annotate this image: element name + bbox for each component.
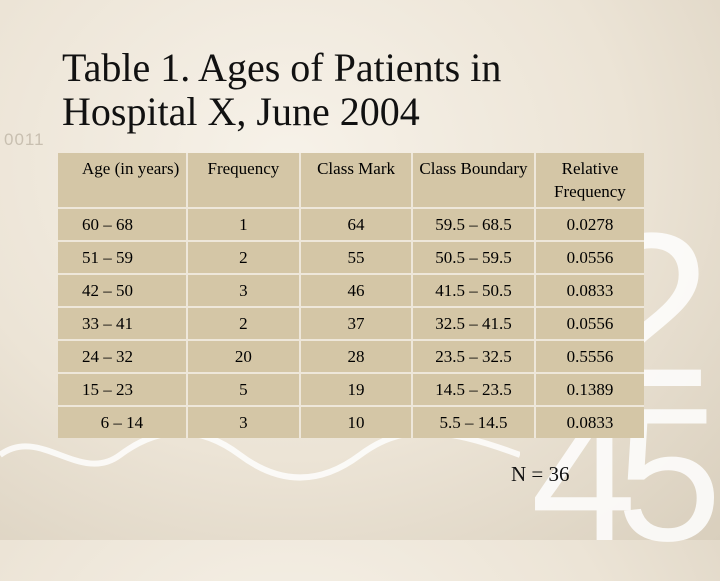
table-cell: 59.5 – 68.5 bbox=[411, 207, 535, 241]
table-cell: 5 bbox=[185, 372, 301, 406]
column-header: Class Boundary bbox=[411, 153, 535, 208]
table-cell: 19 bbox=[299, 372, 413, 406]
table-cell: 0.0278 bbox=[533, 207, 644, 241]
table-cell: 10 bbox=[299, 405, 413, 438]
table-cell: 51 – 59 bbox=[58, 240, 187, 274]
table-cell: 24 – 32 bbox=[58, 339, 187, 373]
table-cell: 14.5 – 23.5 bbox=[411, 372, 535, 406]
table-cell: 3 bbox=[185, 405, 301, 438]
table-cell: 20 bbox=[185, 339, 301, 373]
table-cell: 0.1389 bbox=[533, 372, 644, 406]
table-row: 24 – 32 20 28 23.5 – 32.5 0.5556 bbox=[58, 339, 644, 373]
table-cell: 64 bbox=[299, 207, 413, 241]
table-cell: 1 bbox=[185, 207, 301, 241]
table-cell: 50.5 – 59.5 bbox=[411, 240, 535, 274]
table-cell: 32.5 – 41.5 bbox=[411, 306, 535, 340]
table-row: 51 – 59 2 55 50.5 – 59.5 0.0556 bbox=[58, 240, 644, 274]
table-cell: 23.5 – 32.5 bbox=[411, 339, 535, 373]
table-cell: 2 bbox=[185, 306, 301, 340]
page-title: Table 1. Ages of Patients in Hospital X,… bbox=[62, 45, 502, 134]
binary-decoration: 0011 bbox=[4, 130, 45, 149]
table-cell: 60 – 68 bbox=[58, 207, 187, 241]
table-cell: 2 bbox=[185, 240, 301, 274]
table-cell: 6 – 14 bbox=[58, 405, 187, 438]
table-cell: 0.0833 bbox=[533, 405, 644, 438]
table-cell: 28 bbox=[299, 339, 413, 373]
table-cell: 33 – 41 bbox=[58, 306, 187, 340]
sample-size-note: N = 36 bbox=[511, 462, 570, 486]
table-cell: 46 bbox=[299, 273, 413, 307]
table-cell: 0.0556 bbox=[533, 306, 644, 340]
table-cell: 41.5 – 50.5 bbox=[411, 273, 535, 307]
column-header: Class Mark bbox=[299, 153, 413, 208]
table-cell: 0.0556 bbox=[533, 240, 644, 274]
frequency-table: Age (in years) Frequency Class Mark Clas… bbox=[58, 153, 644, 438]
table-cell: 5.5 – 14.5 bbox=[411, 405, 535, 438]
table-row: 33 – 41 2 37 32.5 – 41.5 0.0556 bbox=[58, 306, 644, 340]
column-header: Age (in years) bbox=[82, 159, 180, 178]
table-row: 15 – 23 5 19 14.5 – 23.5 0.1389 bbox=[58, 372, 644, 406]
table-header-row: Age (in years) Frequency Class Mark Clas… bbox=[58, 153, 644, 208]
column-header: Frequency bbox=[185, 153, 301, 208]
table-cell: 0.5556 bbox=[533, 339, 644, 373]
table-cell: 15 – 23 bbox=[58, 372, 187, 406]
table-cell: 55 bbox=[299, 240, 413, 274]
table-cell: 42 – 50 bbox=[58, 273, 187, 307]
column-header: Relative Frequency bbox=[533, 153, 644, 208]
table-cell: 0.0833 bbox=[533, 273, 644, 307]
table-cell: 3 bbox=[185, 273, 301, 307]
table-row: 6 – 14 3 10 5.5 – 14.5 0.0833 bbox=[58, 405, 644, 438]
table-row: 60 – 68 1 64 59.5 – 68.5 0.0278 bbox=[58, 207, 644, 241]
table-cell: 37 bbox=[299, 306, 413, 340]
table-row: 42 – 50 3 46 41.5 – 50.5 0.0833 bbox=[58, 273, 644, 307]
